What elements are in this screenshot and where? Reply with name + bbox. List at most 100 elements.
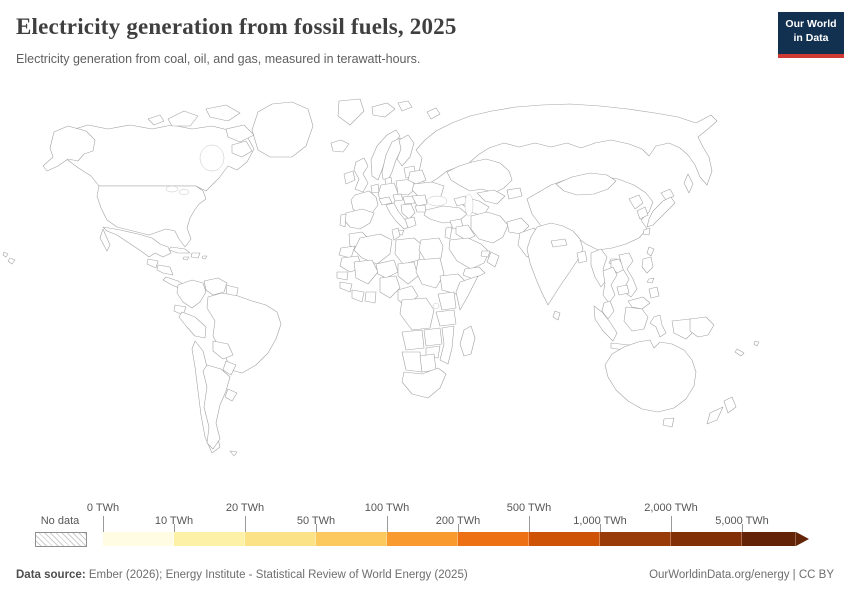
country-ivory-coast[interactable] [351, 289, 365, 303]
country-falkland-islands[interactable] [229, 450, 238, 457]
country-usa[interactable] [96, 185, 207, 248]
country-angola[interactable] [401, 329, 425, 351]
country-mexico[interactable] [102, 226, 172, 258]
country-papua-new-guinea[interactable] [689, 316, 715, 338]
country-canada-island-4[interactable] [147, 114, 165, 126]
country-russia[interactable] [415, 103, 718, 186]
country-portugal[interactable] [339, 213, 347, 228]
country-tanzania[interactable] [435, 309, 457, 327]
country-arctic-islands[interactable] [371, 102, 396, 118]
country-south-africa[interactable] [401, 367, 447, 399]
country-serbia[interactable] [400, 203, 416, 220]
country-canada-island-3[interactable] [225, 124, 255, 143]
country-thailand[interactable] [602, 266, 618, 304]
country-taiwan[interactable] [646, 246, 655, 257]
country-bangladesh[interactable] [576, 250, 588, 264]
legend-bin-1[interactable] [174, 532, 245, 546]
country-russia-sakhalin[interactable] [683, 173, 694, 194]
country-nicaragua[interactable] [156, 264, 174, 276]
country-paraguay[interactable] [222, 360, 237, 376]
country-nepal[interactable] [550, 238, 568, 248]
country-uruguay[interactable] [224, 388, 238, 402]
country-bolivia[interactable] [212, 340, 234, 360]
country-jamaica[interactable] [182, 256, 190, 261]
country-greenland[interactable] [251, 101, 314, 158]
country-romania[interactable] [411, 194, 428, 207]
country-peru[interactable] [178, 311, 207, 339]
country-venezuela[interactable] [203, 277, 228, 296]
country-finland[interactable] [396, 134, 415, 167]
country-malaysia[interactable] [601, 300, 615, 320]
country-canada-baffin[interactable] [231, 140, 253, 158]
country-spain[interactable] [343, 208, 375, 230]
legend-bin-5[interactable] [458, 532, 529, 546]
country-mozambique[interactable] [439, 325, 455, 365]
country-guatemala[interactable] [146, 258, 159, 269]
country-cuba[interactable] [168, 246, 191, 254]
country-usa-alaska[interactable] [42, 125, 96, 172]
country-philippines-visayas[interactable] [646, 277, 655, 284]
country-ghana[interactable] [364, 291, 377, 304]
country-indonesia-sumatra[interactable] [593, 305, 618, 342]
country-new-zealand-south[interactable] [706, 406, 724, 425]
legend-bin-4[interactable] [387, 532, 458, 546]
country-mali[interactable] [353, 259, 379, 285]
country-niger[interactable] [375, 259, 399, 279]
country-cambodia[interactable] [616, 284, 630, 296]
country-japan-honshu[interactable] [646, 196, 676, 228]
country-kyrgyzstan[interactable] [506, 187, 523, 200]
country-australia-tasmania[interactable] [662, 417, 675, 428]
country-svalbard[interactable] [337, 98, 365, 126]
country-hungary[interactable] [402, 195, 416, 205]
country-yemen[interactable] [462, 266, 486, 280]
country-india[interactable] [526, 222, 584, 306]
country-chad[interactable] [397, 261, 419, 285]
country-ireland[interactable] [343, 170, 356, 185]
country-argentina[interactable] [202, 364, 231, 450]
country-algeria[interactable] [353, 233, 393, 265]
legend-bin-7[interactable] [600, 532, 671, 546]
legend-bin-0[interactable] [103, 532, 174, 546]
country-uk[interactable] [353, 157, 369, 193]
country-new-zealand-north[interactable] [723, 396, 737, 414]
country-dominican-republic[interactable] [190, 252, 201, 259]
country-uzbekistan[interactable] [476, 189, 506, 205]
country-mongolia[interactable] [555, 172, 617, 196]
country-canada-island-2[interactable] [205, 104, 241, 122]
country-nigeria[interactable] [379, 275, 401, 299]
country-indonesia-sulawesi[interactable] [649, 314, 667, 338]
country-zambia[interactable] [423, 327, 443, 347]
country-new-caledonia[interactable] [734, 348, 745, 357]
country-israel[interactable] [444, 226, 453, 240]
country-philippines-mindanao[interactable] [648, 286, 660, 299]
owid-logo[interactable]: Our World in Data [778, 12, 844, 58]
country-vietnam[interactable] [618, 252, 638, 298]
country-iraq[interactable] [455, 224, 476, 241]
country-brazil[interactable] [206, 292, 282, 374]
country-usa-hawaii-2[interactable] [7, 257, 16, 265]
country-egypt[interactable] [418, 237, 444, 261]
country-senegal[interactable] [336, 271, 349, 281]
legend-bin-3[interactable] [316, 532, 387, 546]
country-uae[interactable] [480, 250, 491, 258]
country-botswana[interactable] [419, 353, 437, 373]
country-canada-island-1[interactable] [167, 110, 199, 127]
country-bulgaria[interactable] [414, 204, 427, 213]
country-north-korea[interactable] [628, 194, 644, 210]
country-australia[interactable] [604, 339, 697, 413]
country-arctic-islands-2[interactable] [397, 100, 413, 112]
country-usa-hawaii-1[interactable] [2, 251, 9, 258]
country-mexico-baja[interactable] [99, 228, 111, 252]
country-kenya[interactable] [437, 291, 457, 311]
country-afghanistan[interactable] [506, 217, 530, 235]
legend-bin-2[interactable] [245, 532, 316, 546]
legend-bin-6[interactable] [529, 532, 600, 546]
country-philippines-luzon[interactable] [641, 256, 654, 274]
country-colombia[interactable] [176, 279, 207, 309]
country-netherlands[interactable] [370, 183, 380, 194]
country-japan-kyushu[interactable] [642, 227, 651, 236]
country-sudan[interactable] [415, 257, 445, 289]
country-greece[interactable] [404, 216, 417, 229]
country-indonesia-papua[interactable] [671, 318, 695, 340]
country-canada[interactable] [59, 124, 255, 192]
